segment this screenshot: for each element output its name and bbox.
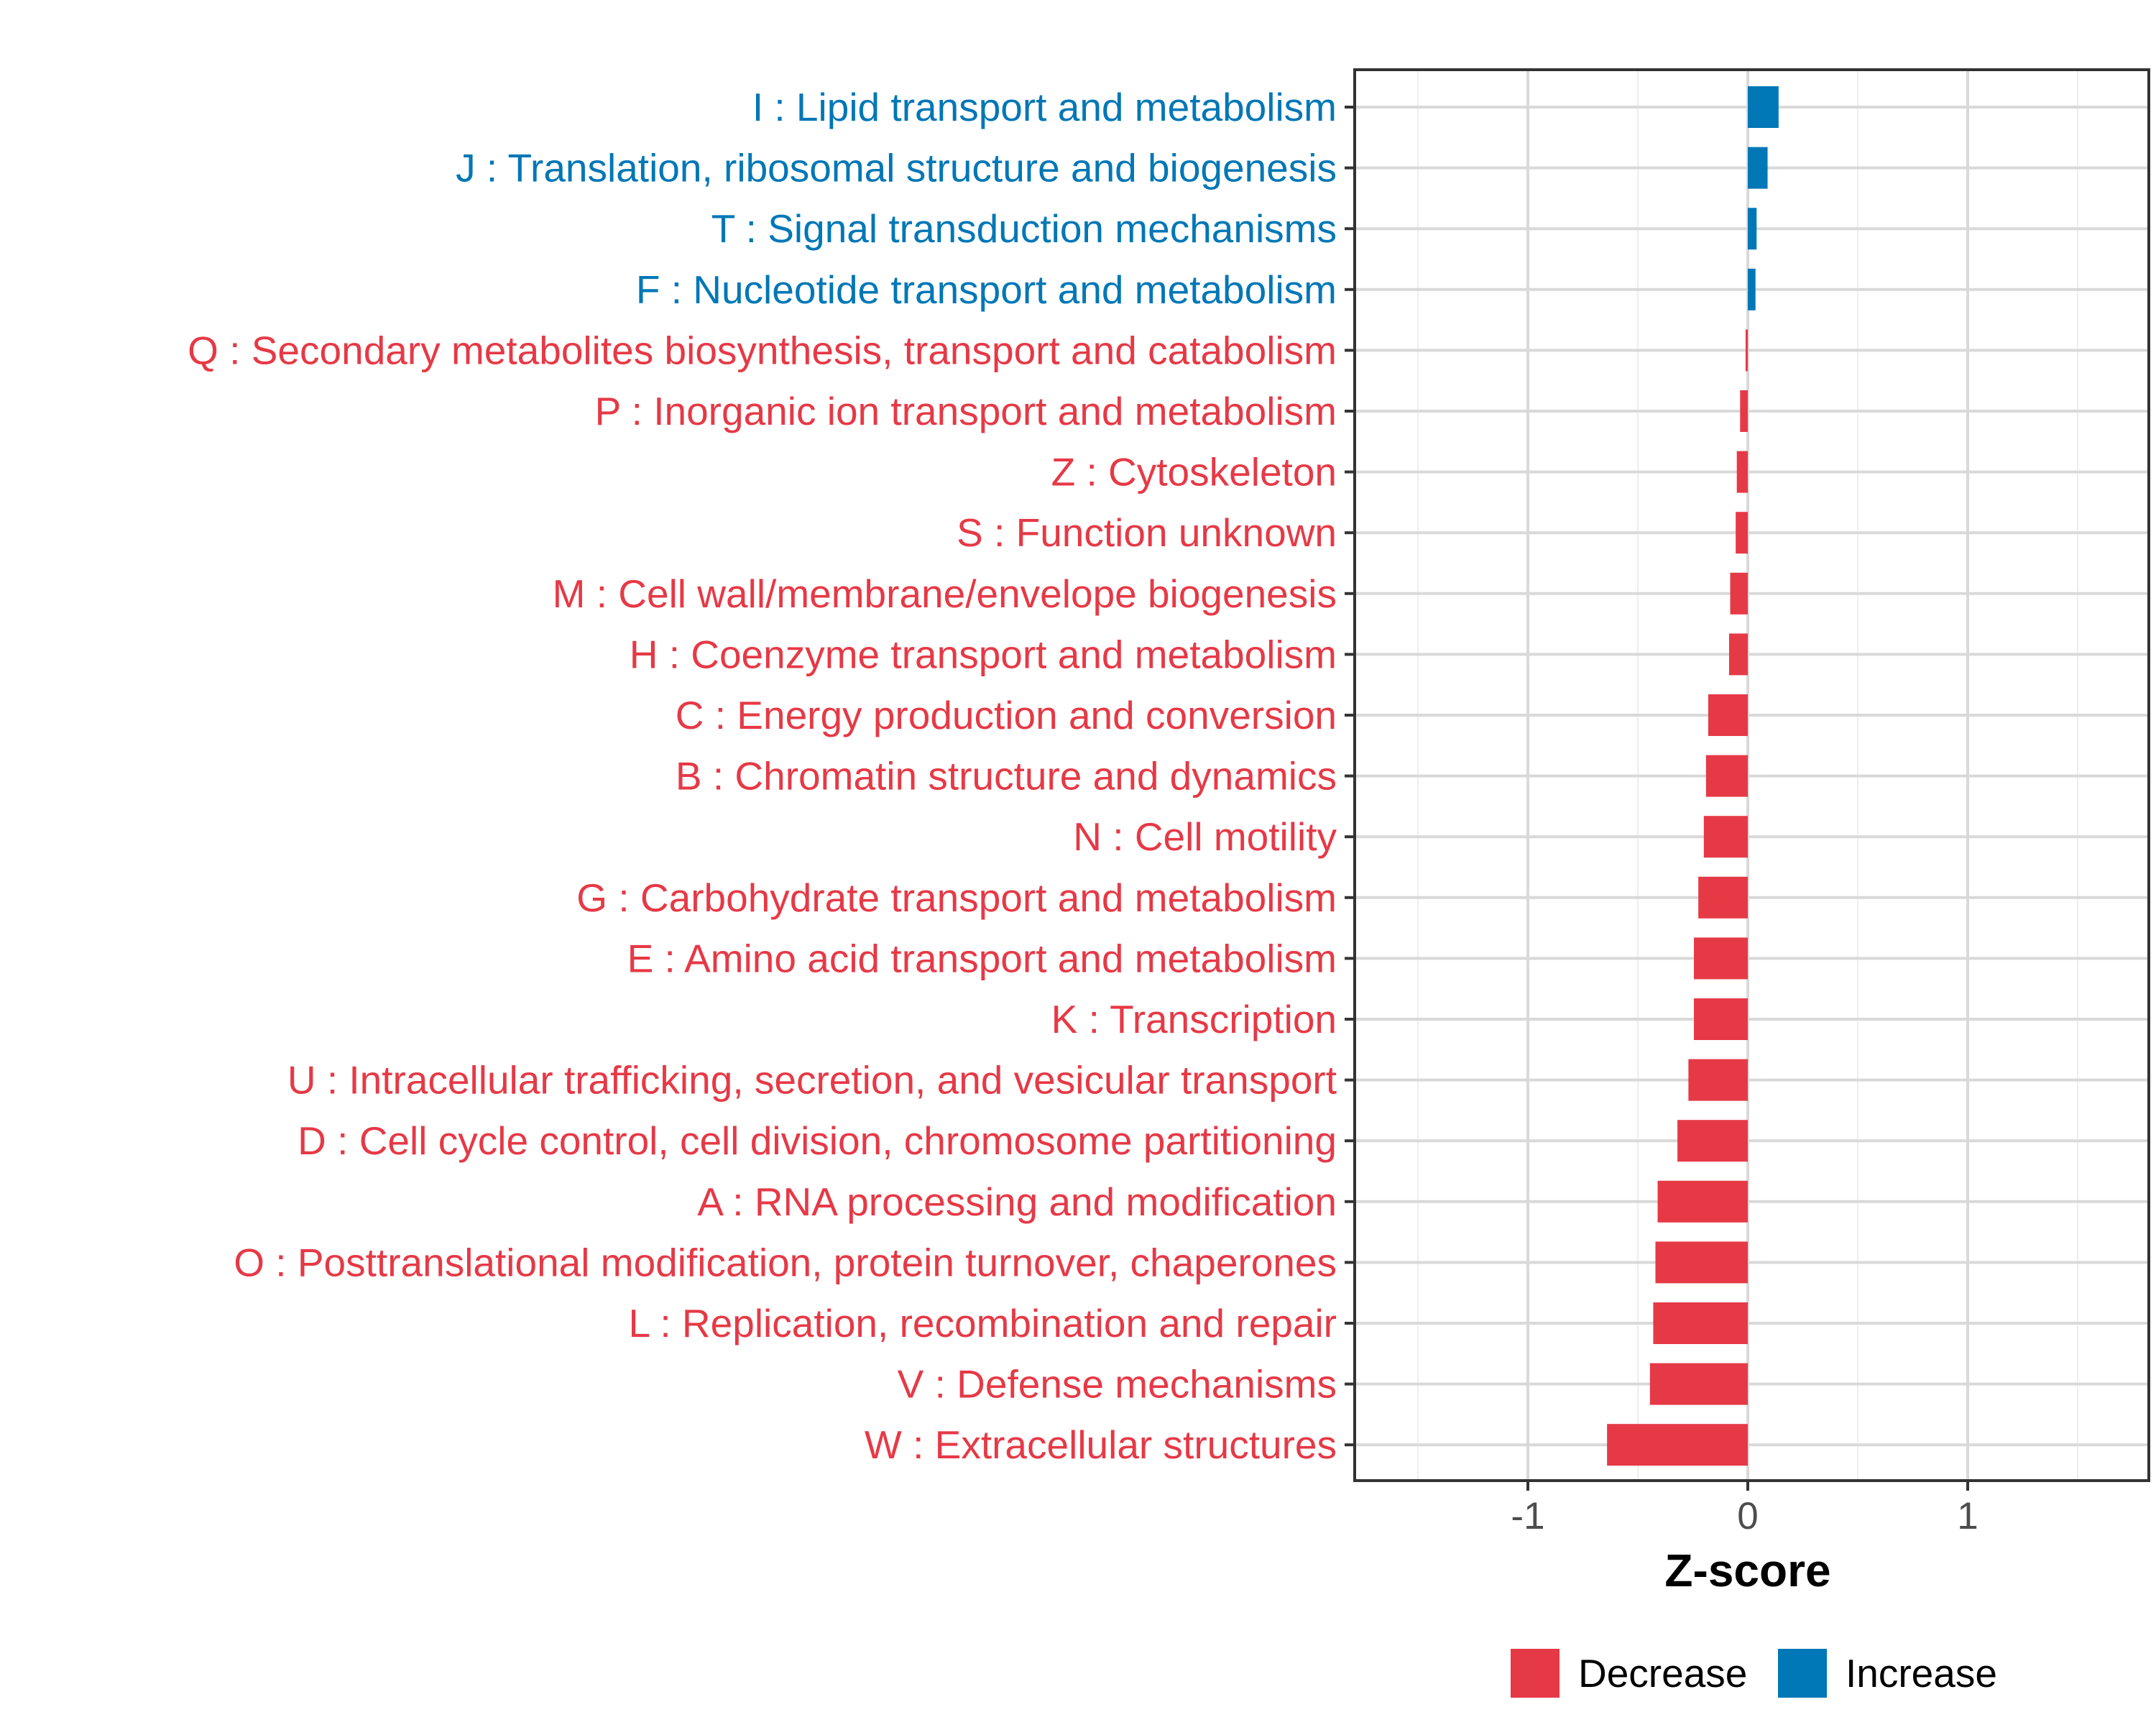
bar — [1649, 1363, 1748, 1405]
legend-swatch — [1511, 1649, 1560, 1698]
grid-layer — [1355, 70, 2149, 1481]
bar — [1705, 755, 1748, 797]
category-label: D : Cell cycle control, cell division, c… — [298, 1118, 1337, 1163]
bar — [1748, 208, 1757, 250]
legend-label: Increase — [1846, 1651, 1997, 1696]
bar — [1653, 1302, 1748, 1344]
panel-border — [1353, 68, 2150, 1482]
category-label: Z : Cytoskeleton — [1051, 450, 1337, 494]
x-axis: -1 0 1 — [1345, 68, 2150, 1537]
category-label: J : Translation, ribosomal structure and… — [456, 146, 1337, 190]
bar — [1677, 1120, 1748, 1162]
bar — [1728, 633, 1748, 676]
legend-swatch — [1778, 1649, 1827, 1698]
category-label: F : Nucleotide transport and metabolism — [636, 267, 1337, 312]
category-label: U : Intracellular trafficking, secretion… — [287, 1058, 1337, 1103]
category-label: E : Amino acid transport and metabolism — [627, 936, 1337, 980]
category-label: C : Energy production and conversion — [676, 693, 1337, 737]
category-label: B : Chromatin structure and dynamics — [676, 754, 1337, 799]
bar — [1736, 512, 1748, 554]
bar — [1698, 876, 1748, 919]
category-label: A : RNA processing and modification — [697, 1179, 1337, 1224]
bar — [1748, 268, 1756, 310]
bar — [1708, 694, 1748, 736]
bar — [1730, 572, 1748, 615]
x-axis-title: Z-score — [1664, 1545, 1830, 1596]
x-tick-label: 1 — [1957, 1495, 1978, 1537]
bar — [1607, 1424, 1748, 1466]
category-label: O : Posttranslational modification, prot… — [234, 1240, 1337, 1284]
category-label: N : Cell motility — [1073, 814, 1337, 859]
bar — [1688, 1059, 1748, 1101]
category-labels: I : Lipid transport and metabolism J : Tr… — [188, 85, 1337, 1467]
category-label: T : Signal transduction mechanisms — [711, 206, 1337, 251]
category-label: G : Carbohydrate transport and metabolis… — [576, 875, 1337, 920]
category-label: H : Coenzyme transport and metabolism — [630, 632, 1337, 676]
bar — [1748, 147, 1768, 189]
bar-layer — [1607, 86, 1779, 1466]
x-tick-label: -1 — [1511, 1495, 1544, 1537]
bar — [1703, 816, 1748, 858]
category-label: V : Defense mechanisms — [898, 1362, 1337, 1407]
category-label: I : Lipid transport and metabolism — [752, 85, 1337, 129]
category-label: W : Extracellular structures — [865, 1422, 1337, 1467]
category-label: Q : Secondary metabolites biosynthesis, … — [188, 328, 1337, 372]
category-label: K : Transcription — [1051, 997, 1337, 1041]
category-label: P : Inorganic ion transport and metaboli… — [595, 389, 1337, 433]
bar — [1745, 329, 1748, 372]
bar — [1694, 937, 1748, 980]
bar — [1657, 1180, 1748, 1223]
x-tick-label: 0 — [1737, 1495, 1758, 1537]
category-label: S : Function unknown — [957, 510, 1337, 555]
legend-label: Decrease — [1578, 1651, 1747, 1696]
category-label: L : Replication, recombination and repai… — [629, 1301, 1337, 1346]
category-label: M : Cell wall/membrane/envelope biogenes… — [553, 571, 1337, 616]
legend: Decrease Increase — [1511, 1649, 1997, 1698]
bar — [1655, 1241, 1748, 1284]
bar — [1748, 86, 1779, 128]
bar — [1740, 390, 1748, 432]
bar — [1694, 998, 1748, 1040]
bar — [1736, 451, 1748, 493]
